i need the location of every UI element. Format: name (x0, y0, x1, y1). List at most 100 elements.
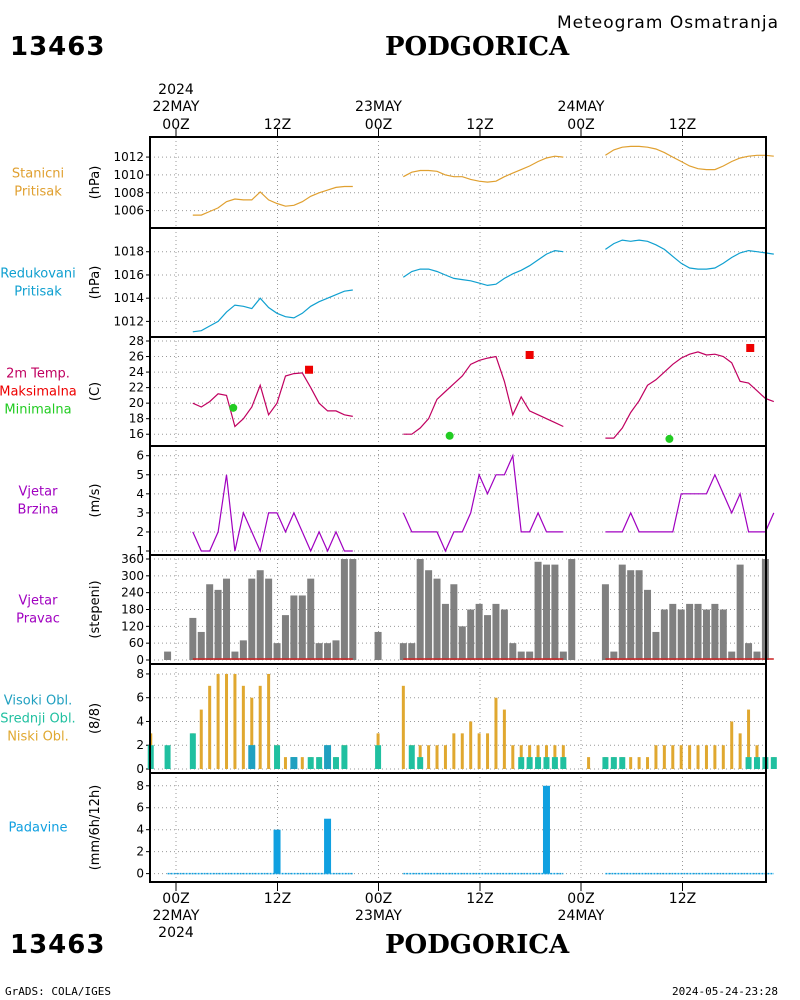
wind-direction-ytick-label: 360 (121, 552, 144, 566)
cloud-bar-1-23 (619, 757, 626, 769)
clouds-ytick-label: 4 (136, 714, 144, 728)
wind-speed-line-1 (402, 453, 564, 553)
reduced-pressure-ytick-label: 1016 (113, 268, 144, 282)
reduced-pressure-legend-1: Pritisak (14, 285, 62, 300)
bottom-time-label-3: 12Z (466, 891, 493, 907)
clouds-ytick-label: 8 (136, 667, 144, 681)
direction-bar-50 (660, 609, 668, 660)
wind-direction-ytick-label: 120 (121, 619, 144, 633)
reduced-pressure-ytick-label: 1014 (113, 291, 144, 305)
top-time-label-1: 12Z (264, 117, 291, 133)
cloud-bar-2-9 (250, 697, 254, 769)
cloud-bar-2-52 (671, 745, 675, 769)
top-day-label-0: 22MAY (153, 99, 200, 115)
precipitation-ytick-label: 6 (136, 801, 144, 815)
direction-bar-21 (374, 631, 382, 660)
bottom-time-label-5: 12Z (669, 891, 696, 907)
reduced-pressure-unit-label: (hPa) (88, 266, 103, 300)
reduced-pressure-line-1 (402, 249, 564, 287)
direction-bar-28 (450, 584, 458, 660)
precip-bar-2 (542, 785, 550, 874)
direction-bar-61 (753, 651, 761, 660)
direction-bar-26 (433, 578, 441, 660)
cloud-bar-1-18 (543, 757, 550, 769)
direction-bar-55 (702, 609, 710, 660)
wind-speed-ytick-label: 3 (136, 506, 144, 520)
wind-speed-line-2 (605, 473, 775, 533)
cloud-bar-0-3 (290, 757, 298, 769)
top-year-label: 2024 (158, 82, 194, 98)
direction-bar-0 (164, 651, 172, 660)
direction-bar-34 (500, 609, 508, 660)
tmax-marker-0 (305, 365, 314, 374)
direction-bar-3 (206, 584, 214, 660)
cloud-bar-2-35 (502, 709, 506, 769)
station-pressure-line-2 (605, 145, 774, 171)
cloud-bar-2-29 (452, 733, 456, 769)
direction-bar-53 (686, 603, 694, 660)
clouds-legend-2: Niski Obl. (7, 730, 69, 745)
cloud-bar-1-4 (274, 745, 281, 769)
cloud-bar-2-8 (241, 685, 245, 769)
direction-bar-2 (197, 631, 205, 660)
station-pressure-ytick-label: 1006 (113, 204, 144, 218)
top-time-label-3: 12Z (466, 117, 493, 133)
temperature-line-0 (192, 372, 353, 428)
cloud-bar-1-1 (164, 745, 171, 769)
clouds-legend-0: Visoki Obl. (4, 694, 72, 709)
temperature-legend-2: Minimalna (4, 403, 71, 418)
cloud-bar-2-56 (704, 745, 708, 769)
cloud-bar-1-17 (535, 757, 542, 769)
cloud-bar-2-11 (267, 673, 271, 769)
cloud-bar-2-6 (225, 673, 229, 769)
direction-bar-16 (315, 643, 323, 660)
direction-bar-15 (307, 578, 315, 660)
direction-bar-5 (223, 578, 231, 660)
direction-bar-12 (281, 615, 289, 660)
station-id-bottom: 13463 (10, 930, 106, 960)
direction-bar-25 (425, 570, 433, 660)
cloud-bar-1-22 (610, 757, 617, 769)
footer-timestamp: 2024-05-24-23:28 (672, 985, 778, 998)
direction-bar-58 (728, 651, 736, 660)
direction-bar-42 (568, 559, 576, 660)
direction-bar-51 (669, 603, 677, 660)
bottom-time-label-1: 12Z (264, 891, 291, 907)
top-day-label-1: 23MAY (355, 99, 402, 115)
top-time-label-4: 00Z (567, 117, 594, 133)
precipitation-unit-label: (mm/6h/12h) (88, 785, 103, 871)
temperature-ytick-label: 20 (129, 396, 144, 410)
bottom-day-label-1: 23MAY (355, 908, 402, 924)
temperature-ytick-label: 22 (129, 381, 144, 395)
cloud-bar-2-30 (460, 733, 464, 769)
clouds-unit-label: (8/8) (88, 703, 103, 734)
direction-bar-41 (559, 651, 567, 660)
direction-bar-20 (349, 559, 357, 660)
cloud-bar-2-53 (679, 745, 683, 769)
cloud-bar-2-49 (646, 757, 650, 769)
direction-bar-22 (399, 643, 407, 660)
direction-bar-31 (475, 603, 483, 660)
direction-bar-8 (248, 578, 256, 660)
direction-bar-14 (298, 595, 306, 660)
temperature-ytick-label: 24 (129, 365, 144, 379)
clouds-ytick-label: 6 (136, 691, 144, 705)
wind-speed-ytick-label: 2 (136, 525, 144, 539)
direction-bar-59 (736, 564, 744, 660)
cloud-bar-2-51 (662, 745, 666, 769)
direction-bar-13 (290, 595, 298, 660)
station-pressure-line-1 (403, 155, 564, 183)
direction-bar-52 (677, 609, 685, 660)
cloud-bar-2-50 (654, 745, 658, 769)
tmax-marker-1 (525, 350, 534, 359)
cloud-bar-2-26 (427, 745, 431, 769)
station-pressure-line-0 (192, 185, 353, 216)
cloud-bar-2-47 (629, 757, 633, 769)
wind-direction-legend-0: Vjetar (19, 594, 59, 609)
cloud-bar-2-43 (587, 757, 591, 769)
temperature-unit-label: (C) (88, 382, 103, 401)
direction-bar-33 (492, 603, 500, 660)
precip-bar-1 (324, 818, 332, 874)
station-pressure-ytick-label: 1010 (113, 168, 144, 182)
